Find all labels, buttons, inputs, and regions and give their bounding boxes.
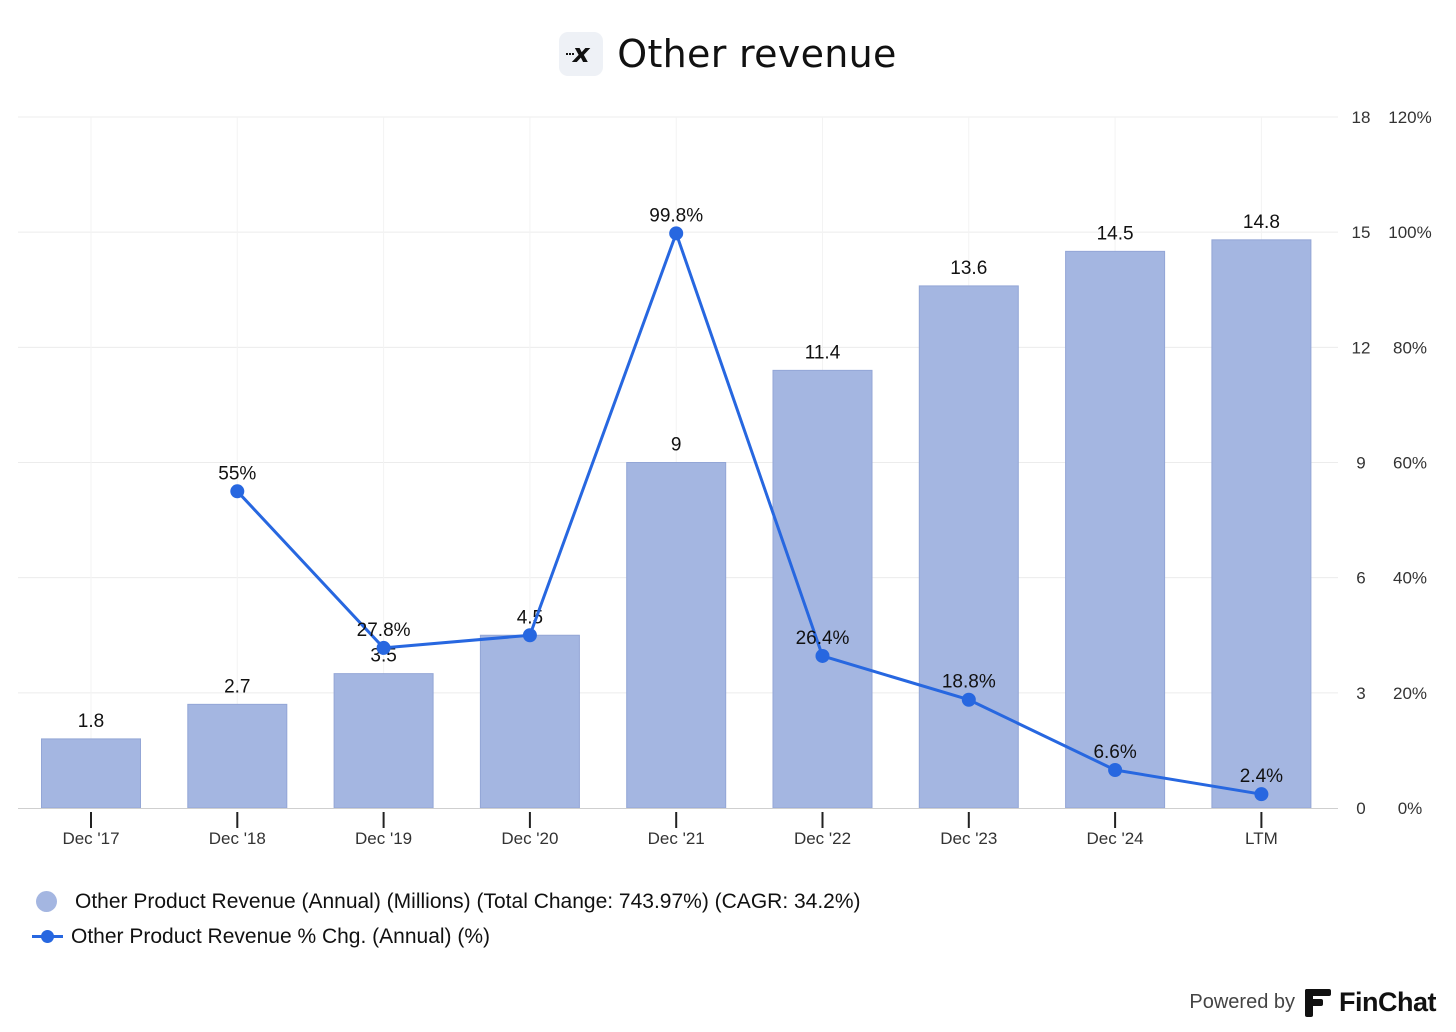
y-right-tick-label: 40% (1393, 569, 1427, 588)
bar-data-label: 9 (671, 435, 682, 456)
y-left-tick-label: 12 (1352, 338, 1371, 357)
x-tick-label: Dec '19 (355, 829, 412, 848)
line-data-label: 27.8% (357, 620, 411, 641)
x-tick-label: Dec '21 (648, 829, 705, 848)
line-point (669, 226, 684, 241)
bar-data-label: 2.7 (224, 676, 250, 697)
bar-data-label: 14.5 (1097, 223, 1134, 244)
legend-item-line[interactable]: Other Product Revenue % Chg. (Annual) (%… (32, 919, 861, 954)
bar (626, 462, 727, 809)
bar (772, 369, 873, 809)
y-left-tick-label: 6 (1356, 569, 1365, 588)
line-data-label: 26.4% (796, 628, 850, 649)
y-right-tick-label: 100% (1388, 223, 1431, 242)
x-tick-label: Dec '17 (62, 829, 119, 848)
bar-data-label: 13.6 (950, 258, 987, 279)
chart-title: Other revenue (617, 32, 897, 76)
line-point (522, 628, 537, 643)
line-point (1108, 762, 1123, 777)
bar (187, 703, 288, 809)
x-tick-label: Dec '20 (501, 829, 558, 848)
y-left-tick-label: 3 (1356, 684, 1365, 703)
line-point (230, 484, 245, 499)
powered-by-text: Powered by (1189, 991, 1295, 1013)
line-data-label: 99.8% (649, 205, 703, 226)
line-data-label: 18.8% (942, 672, 996, 693)
bar-data-label: 14.8 (1243, 212, 1280, 233)
line-point (961, 692, 976, 707)
legend: Other Product Revenue (Annual) (Millions… (32, 884, 861, 954)
x-tick-label: LTM (1245, 829, 1278, 848)
legend-line-swatch (32, 926, 63, 947)
y-right-tick-label: 0% (1398, 799, 1423, 818)
powered-by[interactable]: Powered by FinChat (1189, 987, 1436, 1018)
line-data-label: 2.4% (1240, 766, 1283, 787)
y-left-tick-label: 15 (1352, 223, 1371, 242)
y-left-tick-label: 9 (1356, 454, 1365, 473)
bar (918, 285, 1019, 809)
x-tick-label: Dec '18 (209, 829, 266, 848)
y-right-tick-label: 80% (1393, 338, 1427, 357)
y-left-tick-label: 18 (1352, 108, 1371, 127)
legend-item-bar[interactable]: Other Product Revenue (Annual) (Millions… (32, 884, 861, 919)
y-left-tick-label: 0 (1356, 799, 1365, 818)
line-data-label: 55% (218, 463, 256, 484)
bar-data-label: 1.8 (78, 711, 104, 732)
legend-bar-swatch (36, 891, 57, 912)
x-logo-icon: x (559, 32, 604, 76)
bar (1065, 250, 1166, 809)
bar (479, 634, 580, 809)
legend-bar-label: Other Product Revenue (Annual) (Millions… (75, 889, 861, 913)
series-line (236, 231, 1262, 796)
y-right-tick-label: 60% (1393, 454, 1427, 473)
bar-data-label: 3.5 (370, 646, 396, 667)
finchat-logo: FinChat (1305, 987, 1437, 1018)
line-data-label: 6.6% (1093, 742, 1136, 763)
y-right-tick-label: 20% (1393, 684, 1427, 703)
y-right-tick-label: 120% (1388, 108, 1431, 127)
line-point (815, 648, 830, 663)
finchat-brand-name: FinChat (1339, 987, 1437, 1017)
bar (41, 738, 141, 809)
line-point (1254, 787, 1269, 802)
finchat-logo-icon (1305, 988, 1331, 1017)
bar (333, 673, 434, 809)
line-point (376, 640, 391, 655)
legend-line-label: Other Product Revenue % Chg. (Annual) (%… (71, 924, 491, 948)
bar-data-label: 4.5 (517, 607, 543, 628)
chart-title-bar: x Other revenue (0, 32, 1456, 76)
x-tick-label: Dec '24 (1087, 829, 1144, 848)
x-tick-label: Dec '22 (794, 829, 851, 848)
bar (1211, 239, 1312, 809)
x-tick-label: Dec '23 (940, 829, 997, 848)
bar-data-label: 11.4 (805, 342, 841, 363)
